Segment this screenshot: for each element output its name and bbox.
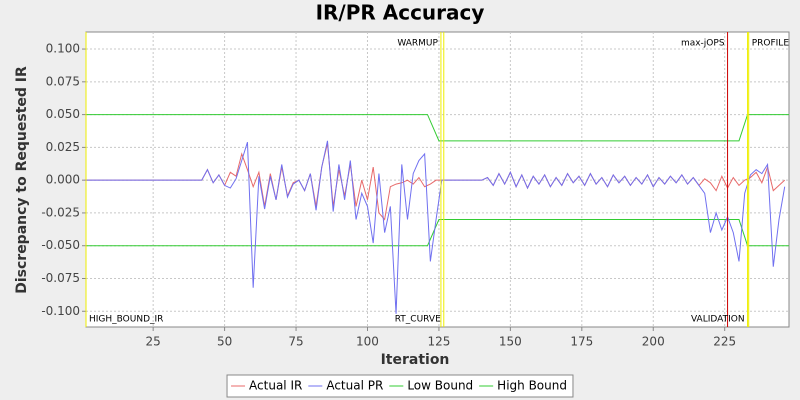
x-tick-label: 200 (642, 335, 665, 349)
series-line (86, 114, 789, 142)
legend-text: Actual PR (326, 379, 383, 393)
plot-area (85, 31, 790, 328)
x-tick-label: 150 (499, 335, 522, 349)
legend: Actual IR Actual PR Low Bound High Bound (226, 374, 574, 398)
x-tick-label: 100 (356, 335, 379, 349)
y-tick-label: -0.025 (41, 205, 80, 219)
x-tick-label: 50 (217, 335, 232, 349)
y-tick-label: 0.075 (46, 74, 80, 88)
marker-label: HIGH_BOUND_IR (89, 315, 163, 325)
x-tick-label: 25 (146, 335, 161, 349)
y-tick-label: 0.050 (46, 107, 80, 121)
y-tick-label: -0.050 (41, 238, 80, 252)
legend-text: Low Bound (407, 379, 473, 393)
legend-text: Actual IR (249, 379, 302, 393)
chart-title: IR/PR Accuracy (316, 1, 485, 25)
x-axis-label: Iteration (381, 352, 450, 368)
y-tick-label: 0.025 (46, 140, 80, 154)
x-tick-label: 225 (713, 335, 736, 349)
x-tick-label: 175 (570, 335, 593, 349)
y-tick-label: -0.075 (41, 271, 80, 285)
marker-label: VALIDATION (691, 315, 745, 325)
marker-label: max-jOPS (681, 39, 725, 49)
x-tick-label: 125 (427, 335, 450, 349)
series-line (84, 140, 786, 314)
marker-label: WARMUP (397, 39, 438, 49)
x-tick-label: 75 (288, 335, 303, 349)
marker-label: RT_CURVE (395, 315, 441, 325)
y-tick-label: 0.000 (46, 173, 80, 187)
y-axis-label: Discrepancy to Requested IR (14, 66, 30, 294)
y-tick-label: -0.100 (41, 304, 80, 318)
marker-label: PROFILE (752, 39, 790, 49)
y-tick-label: 0.100 (46, 42, 80, 56)
legend-text: High Bound (497, 379, 567, 393)
series-line (86, 218, 789, 247)
